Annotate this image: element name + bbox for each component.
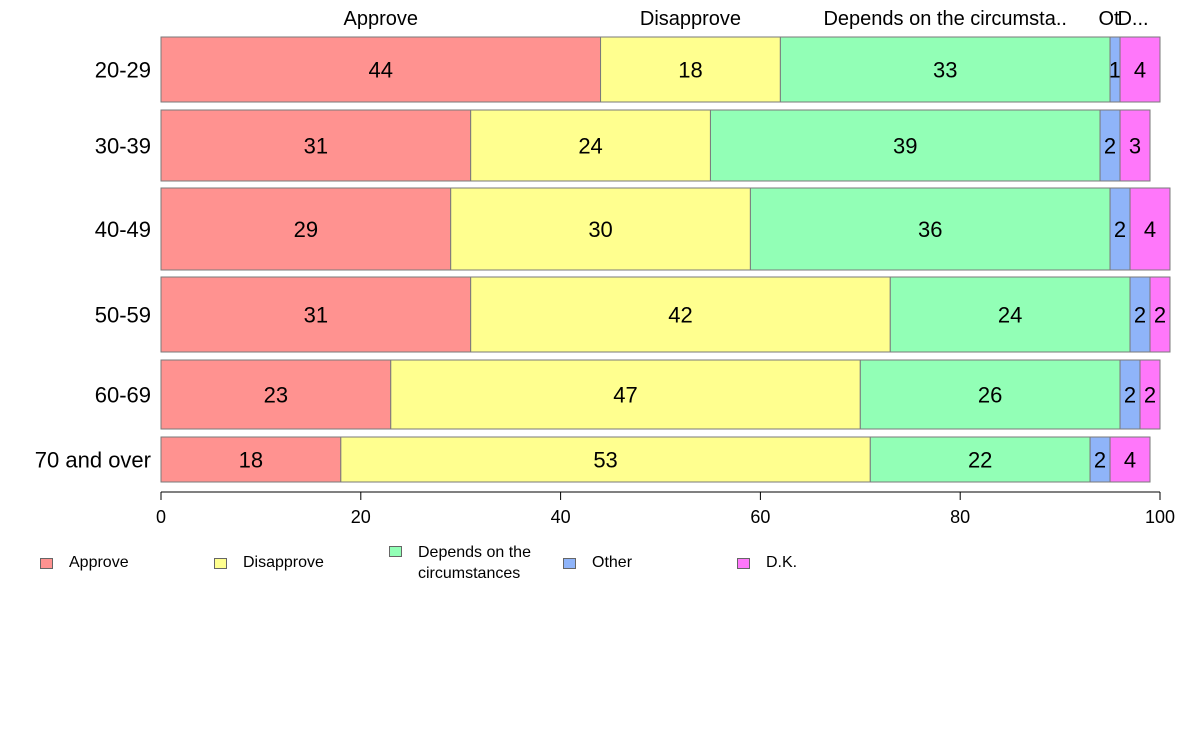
- legend-item-dk: D.K.: [737, 553, 797, 573]
- bar-approve-60-69: [160, 359, 392, 430]
- bar-depends-on-the-circumstances-20-29: [779, 36, 1111, 103]
- bar-depends-on-the-circumstances-40-49: [749, 187, 1111, 271]
- data-label-d-k-30-39: 3: [1129, 134, 1141, 159]
- legend-item-approve: Approve: [40, 553, 129, 573]
- legend-item-other: Other: [563, 553, 632, 573]
- bar-depends-on-the-circumstances-50-59: [889, 276, 1131, 353]
- top-label-ot-3: Ot: [1098, 8, 1120, 30]
- category-label-50-59: 50-59: [95, 303, 151, 328]
- bar-approve-20-29: [160, 36, 602, 103]
- data-label-approve-60-69: 23: [264, 383, 288, 408]
- bar-d-k-20-29: [1119, 36, 1161, 103]
- data-label-depends-on-the-circumstances-70-and-over: 22: [968, 448, 992, 473]
- data-label-other-40-49: 2: [1114, 217, 1126, 242]
- top-label-depends-on-the-circumsta-2: Depends on the circumsta..: [823, 8, 1066, 30]
- x-tick-label-80: 80: [950, 507, 970, 527]
- top-label-d-4: D...: [1117, 8, 1148, 30]
- x-tick-label-0: 0: [156, 507, 166, 527]
- category-label-60-69: 60-69: [95, 383, 151, 408]
- data-label-d-k-20-29: 4: [1134, 58, 1146, 83]
- category-label-70-and-over: 70 and over: [35, 448, 151, 473]
- legend-swatch-approve: [40, 557, 53, 569]
- legend-label-dk: D.K.: [766, 554, 798, 571]
- data-label-d-k-70-and-over: 4: [1124, 448, 1136, 473]
- data-label-approve-30-39: 31: [304, 134, 328, 159]
- category-label-30-39: 30-39: [95, 134, 151, 159]
- data-label-disapprove-70-and-over: 53: [593, 448, 617, 473]
- bar-disapprove-50-59: [470, 276, 891, 353]
- bar-d-k-40-49: [1129, 187, 1171, 271]
- data-label-approve-40-49: 29: [294, 217, 318, 242]
- bar-approve-30-39: [160, 109, 472, 182]
- category-label-40-49: 40-49: [95, 217, 151, 242]
- bar-depends-on-the-circumstances-30-39: [709, 109, 1101, 182]
- legend-swatch-depends: [389, 546, 402, 557]
- x-tick-label-60: 60: [750, 507, 770, 527]
- bar-disapprove-70-and-over: [340, 436, 871, 483]
- bar-depends-on-the-circumstances-70-and-over: [869, 436, 1091, 483]
- data-label-disapprove-60-69: 47: [613, 383, 637, 408]
- data-label-depends-on-the-circumstances-60-69: 26: [978, 383, 1002, 408]
- data-label-disapprove-30-39: 24: [578, 134, 602, 159]
- x-tick-label-20: 20: [351, 507, 371, 527]
- data-label-disapprove-50-59: 42: [668, 303, 692, 328]
- legend-swatch-dk: [737, 557, 750, 569]
- bar-depends-on-the-circumstances-60-69: [859, 359, 1121, 430]
- data-label-depends-on-the-circumstances-40-49: 36: [918, 217, 942, 242]
- bar-disapprove-30-39: [470, 109, 711, 182]
- data-label-other-30-39: 2: [1104, 134, 1116, 159]
- data-label-depends-on-the-circumstances-30-39: 39: [893, 134, 917, 159]
- legend-swatch-disapprove: [214, 557, 227, 569]
- x-tick-label-40: 40: [551, 507, 571, 527]
- data-label-d-k-60-69: 2: [1144, 383, 1156, 408]
- legend: Approve Disapprove Depends on the circum…: [0, 540, 1188, 590]
- legend-label-approve: Approve: [69, 554, 129, 571]
- data-label-d-k-40-49: 4: [1144, 217, 1156, 242]
- data-label-disapprove-20-29: 18: [678, 58, 702, 83]
- legend-label-depends: Depends on the circumstances: [418, 544, 531, 582]
- data-label-approve-70-and-over: 18: [239, 448, 263, 473]
- data-label-approve-20-29: 44: [369, 58, 393, 83]
- data-label-other-20-29: 1: [1109, 58, 1121, 83]
- data-label-other-60-69: 2: [1124, 383, 1136, 408]
- legend-label-other: Other: [592, 554, 633, 571]
- data-label-depends-on-the-circumstances-20-29: 33: [933, 58, 957, 83]
- x-tick-label-100: 100: [1145, 507, 1175, 527]
- data-label-depends-on-the-circumstances-50-59: 24: [998, 303, 1022, 328]
- bar-approve-70-and-over: [160, 436, 342, 483]
- legend-label-disapprove: Disapprove: [243, 554, 324, 571]
- top-label-disapprove-1: Disapprove: [640, 8, 741, 30]
- bar-disapprove-60-69: [390, 359, 861, 430]
- data-label-disapprove-40-49: 30: [588, 217, 612, 242]
- legend-item-disapprove: Disapprove: [214, 553, 324, 573]
- bar-d-k-70-and-over: [1109, 436, 1151, 483]
- data-label-d-k-50-59: 2: [1154, 303, 1166, 328]
- bar-approve-50-59: [160, 276, 472, 353]
- data-label-other-70-and-over: 2: [1094, 448, 1106, 473]
- top-label-approve-0: Approve: [344, 8, 419, 30]
- bar-disapprove-40-49: [450, 187, 751, 271]
- bar-approve-40-49: [160, 187, 452, 271]
- legend-swatch-other: [563, 557, 576, 569]
- bar-d-k-60-69: [1139, 359, 1161, 430]
- bar-d-k-30-39: [1119, 109, 1151, 182]
- data-label-other-50-59: 2: [1134, 303, 1146, 328]
- legend-item-depends: Depends on the circumstances: [389, 542, 558, 584]
- data-label-approve-50-59: 31: [304, 303, 328, 328]
- category-label-20-29: 20-29: [95, 58, 151, 83]
- bar-d-k-50-59: [1149, 276, 1171, 353]
- bar-disapprove-20-29: [600, 36, 781, 103]
